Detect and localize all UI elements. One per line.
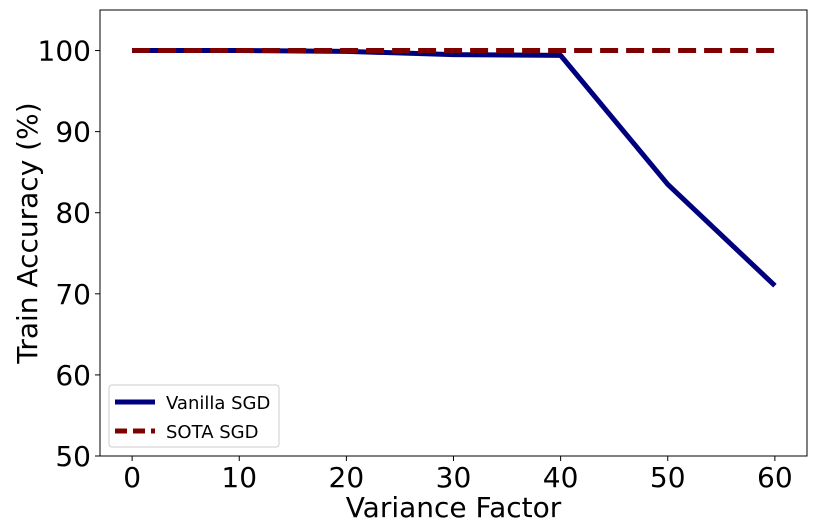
x-tick-label: 30 (436, 461, 472, 494)
series-line-1 (132, 48, 777, 288)
y-tick-label: 100 (38, 35, 91, 68)
y-tick-label: 60 (55, 359, 91, 392)
x-tick-label: 40 (543, 461, 579, 494)
y-axis-ticks: 50 60 70 80 90 100 (38, 35, 100, 473)
x-axis-ticks: 0 10 20 30 40 50 60 (123, 456, 793, 494)
legend-label-1: Vanilla SGD (166, 393, 270, 414)
x-tick-label: 20 (329, 461, 365, 494)
legend-label-2: SOTA SGD (166, 422, 258, 443)
x-axis-label: Variance Factor (346, 491, 562, 524)
y-axis-label: Train Accuracy (%) (11, 102, 44, 364)
y-tick-label: 80 (55, 197, 91, 230)
series-layer (132, 48, 777, 288)
y-tick-label: 90 (55, 116, 91, 149)
y-tick-label: 70 (55, 278, 91, 311)
x-tick-label: 10 (221, 461, 257, 494)
x-tick-label: 0 (123, 461, 141, 494)
legend: Vanilla SGD SOTA SGD (108, 384, 280, 448)
x-tick-label: 60 (757, 461, 793, 494)
x-tick-label: 50 (650, 461, 686, 494)
y-tick-label: 50 (55, 440, 91, 473)
